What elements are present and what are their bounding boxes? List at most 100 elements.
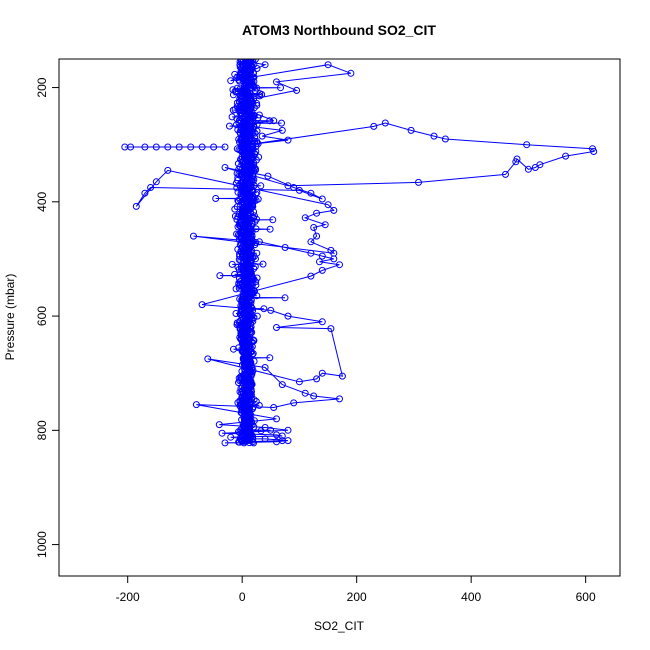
series-point <box>258 132 266 140</box>
series-point <box>347 69 355 77</box>
data-point <box>253 127 261 135</box>
series-point <box>175 143 183 151</box>
series-point <box>407 126 415 134</box>
series-point <box>531 164 539 171</box>
data-point <box>237 156 244 163</box>
series-point <box>430 132 438 140</box>
data-point <box>235 256 243 264</box>
series-point <box>307 238 315 246</box>
x-tick-label: -200 <box>116 590 140 604</box>
series-point <box>284 426 292 434</box>
y-tick-label: 800 <box>35 420 49 440</box>
series-point <box>310 224 318 231</box>
y-tick-label: 400 <box>35 191 49 211</box>
series-point <box>293 86 301 94</box>
data-point <box>235 284 243 292</box>
x-tick-label: 400 <box>461 590 481 604</box>
series-point <box>141 189 149 197</box>
series-point <box>127 143 135 151</box>
series-point <box>381 119 389 127</box>
data-point <box>228 113 236 121</box>
series-point <box>295 186 303 194</box>
data-point <box>278 119 285 127</box>
data-point <box>230 345 237 353</box>
series-point <box>524 165 532 173</box>
y-axis-label: Pressure (mbar) <box>3 274 17 361</box>
series-point <box>238 438 246 446</box>
series-point <box>562 152 570 160</box>
data-point <box>236 252 244 260</box>
data-point <box>232 285 240 293</box>
data-point <box>231 205 239 213</box>
data-point <box>257 182 265 190</box>
series-point <box>210 143 218 151</box>
series-point <box>307 249 315 257</box>
series-point <box>245 59 253 66</box>
data-point <box>281 294 289 302</box>
series-point <box>250 95 258 103</box>
series-point <box>316 258 323 266</box>
series-point <box>273 78 280 86</box>
series-point <box>270 404 278 411</box>
series-point <box>336 261 343 269</box>
data-point <box>253 274 261 282</box>
series-point <box>415 178 422 186</box>
series-point <box>152 143 160 151</box>
series-point <box>318 369 326 377</box>
series-point <box>330 255 338 263</box>
data-point <box>252 255 259 263</box>
series-point <box>187 143 195 151</box>
series-point <box>215 421 223 429</box>
plot-frame <box>58 58 621 577</box>
series-point <box>198 301 206 309</box>
series-point <box>313 232 321 240</box>
series-point <box>227 433 235 441</box>
series-point <box>273 324 280 331</box>
data-point <box>248 328 256 336</box>
series-point <box>244 141 252 149</box>
data-point <box>266 225 274 233</box>
series-point <box>278 126 286 134</box>
series-point <box>198 143 206 151</box>
series-point <box>523 141 531 149</box>
series-point <box>327 325 335 333</box>
data-group <box>121 59 598 447</box>
series-point <box>250 439 258 447</box>
series-point <box>336 395 343 403</box>
data-point <box>269 216 277 224</box>
series-point <box>330 206 338 214</box>
series-point <box>255 238 263 246</box>
series-point <box>441 135 449 143</box>
data-point <box>228 260 236 268</box>
data-point <box>216 272 224 280</box>
chart-title: ATOM3 Northbound SO2_CIT <box>242 22 436 38</box>
series-point <box>370 122 378 130</box>
y-tick-label: 600 <box>35 306 49 326</box>
series-point <box>164 166 172 174</box>
series-point <box>261 424 269 431</box>
series-line <box>135 61 595 444</box>
data-point <box>277 84 284 92</box>
series-point <box>227 77 235 85</box>
x-tick-label: 0 <box>239 590 246 604</box>
series-point <box>221 164 229 171</box>
series-point <box>261 61 269 69</box>
series-point <box>278 437 286 445</box>
data-point <box>235 379 242 387</box>
series-point <box>313 375 321 383</box>
series-point <box>147 184 155 191</box>
data-point <box>226 122 233 130</box>
series-point <box>192 401 200 409</box>
x-axis-label: SO2_CIT <box>314 619 365 633</box>
series-point <box>267 306 275 314</box>
data-point <box>212 195 220 202</box>
series-point <box>235 104 243 112</box>
y-tick-label: 200 <box>35 77 49 97</box>
data-point <box>253 292 261 300</box>
series-point <box>261 364 269 371</box>
series-point <box>313 209 321 217</box>
data-point <box>260 305 268 313</box>
series-point <box>310 392 318 400</box>
series-point <box>218 429 226 437</box>
series-point <box>318 318 326 326</box>
